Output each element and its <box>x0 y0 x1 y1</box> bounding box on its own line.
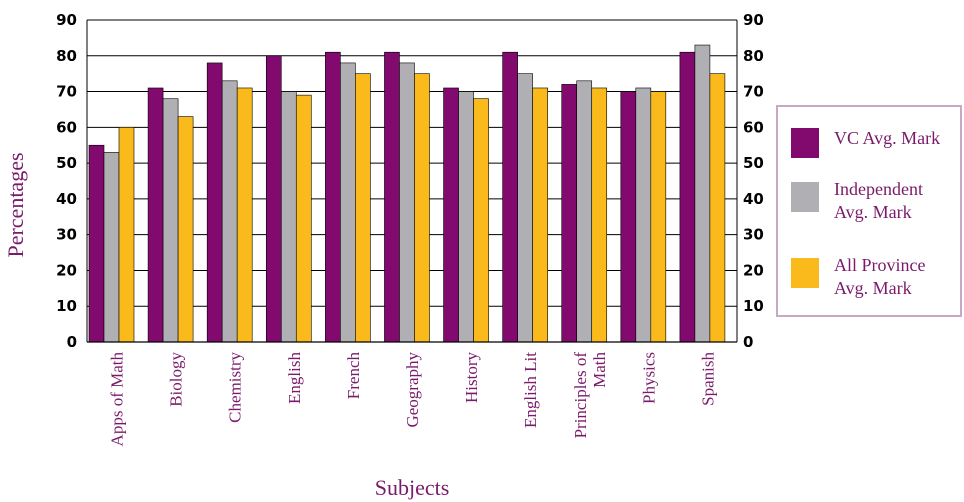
y-tick-label-right: 90 <box>743 11 764 29</box>
y-tick-label-left: 80 <box>56 47 77 65</box>
legend-swatch <box>791 182 819 212</box>
bar <box>162 98 179 343</box>
x-tick-label: English <box>285 352 304 404</box>
x-tick-label: Geography <box>403 352 422 428</box>
legend-swatch <box>791 128 819 158</box>
bar <box>147 87 164 343</box>
bar <box>458 91 474 343</box>
bar <box>206 62 223 343</box>
bar <box>355 73 371 343</box>
y-tick-label-right: 20 <box>743 261 764 279</box>
bar <box>502 51 518 343</box>
bar <box>561 84 578 343</box>
y-tick-label-right: 80 <box>743 47 764 65</box>
bar <box>399 62 415 343</box>
x-tick-label: Physics <box>639 352 658 404</box>
y-tick-label-left: 90 <box>56 11 77 29</box>
y-tick-label-left: 10 <box>56 297 77 315</box>
bar <box>221 80 238 343</box>
y-tick-label-left: 0 <box>67 333 77 351</box>
y-tick-label-left: 60 <box>56 118 77 136</box>
bar <box>532 87 548 343</box>
bar <box>414 73 430 343</box>
bar <box>295 94 312 343</box>
y-tick-label-left: 30 <box>56 226 77 244</box>
x-tick-label: Apps of Math <box>108 352 127 447</box>
y-tick-label-left: 70 <box>56 83 77 101</box>
x-tick-label: Chemistry <box>226 352 245 423</box>
bar <box>709 73 726 343</box>
x-axis-title: Subjects <box>375 475 450 500</box>
bar <box>280 91 297 343</box>
y-tick-label-right: 40 <box>743 190 764 208</box>
y-tick-label-left: 50 <box>56 154 77 172</box>
bar <box>443 87 459 343</box>
bar <box>325 51 341 343</box>
bar <box>694 44 711 343</box>
bar <box>620 91 637 343</box>
y-tick-label-right: 10 <box>743 297 764 315</box>
bar <box>576 80 593 343</box>
x-tick-label: Math <box>590 352 609 388</box>
y-tick-label-right: 0 <box>743 333 753 351</box>
bar <box>635 87 652 343</box>
x-tick-label: Spanish <box>698 352 717 406</box>
bar <box>591 87 608 343</box>
bar <box>118 127 135 343</box>
y-tick-label-right: 30 <box>743 226 764 244</box>
legend-label: All Province <box>834 255 926 275</box>
legend-label: Avg. Mark <box>834 202 912 222</box>
x-tick-label: French <box>344 352 363 400</box>
bar <box>177 116 194 343</box>
y-tick-label-right: 70 <box>743 83 764 101</box>
bar <box>384 51 400 343</box>
bar <box>340 62 356 343</box>
bar <box>88 144 105 343</box>
x-tick-label: English Lit <box>521 352 540 428</box>
legend-label: Independent <box>834 179 923 199</box>
y-tick-label-left: 40 <box>56 190 77 208</box>
y-axis-title: Percentages <box>3 152 28 257</box>
y-tick-label-left: 20 <box>56 261 77 279</box>
bar <box>103 152 120 343</box>
legend-swatch <box>791 258 819 288</box>
bar <box>236 87 253 343</box>
bar <box>517 73 533 343</box>
legend-label: VC Avg. Mark <box>834 128 940 148</box>
bar <box>650 91 667 343</box>
y-tick-label-right: 60 <box>743 118 764 136</box>
bar <box>679 51 696 343</box>
y-tick-label-right: 50 <box>743 154 764 172</box>
x-tick-label: History <box>462 352 481 404</box>
bar <box>265 55 282 343</box>
bar <box>473 98 489 343</box>
x-tick-label: Biology <box>167 352 186 407</box>
legend-label: Avg. Mark <box>834 278 912 298</box>
x-tick-label: Principles of <box>571 352 590 439</box>
